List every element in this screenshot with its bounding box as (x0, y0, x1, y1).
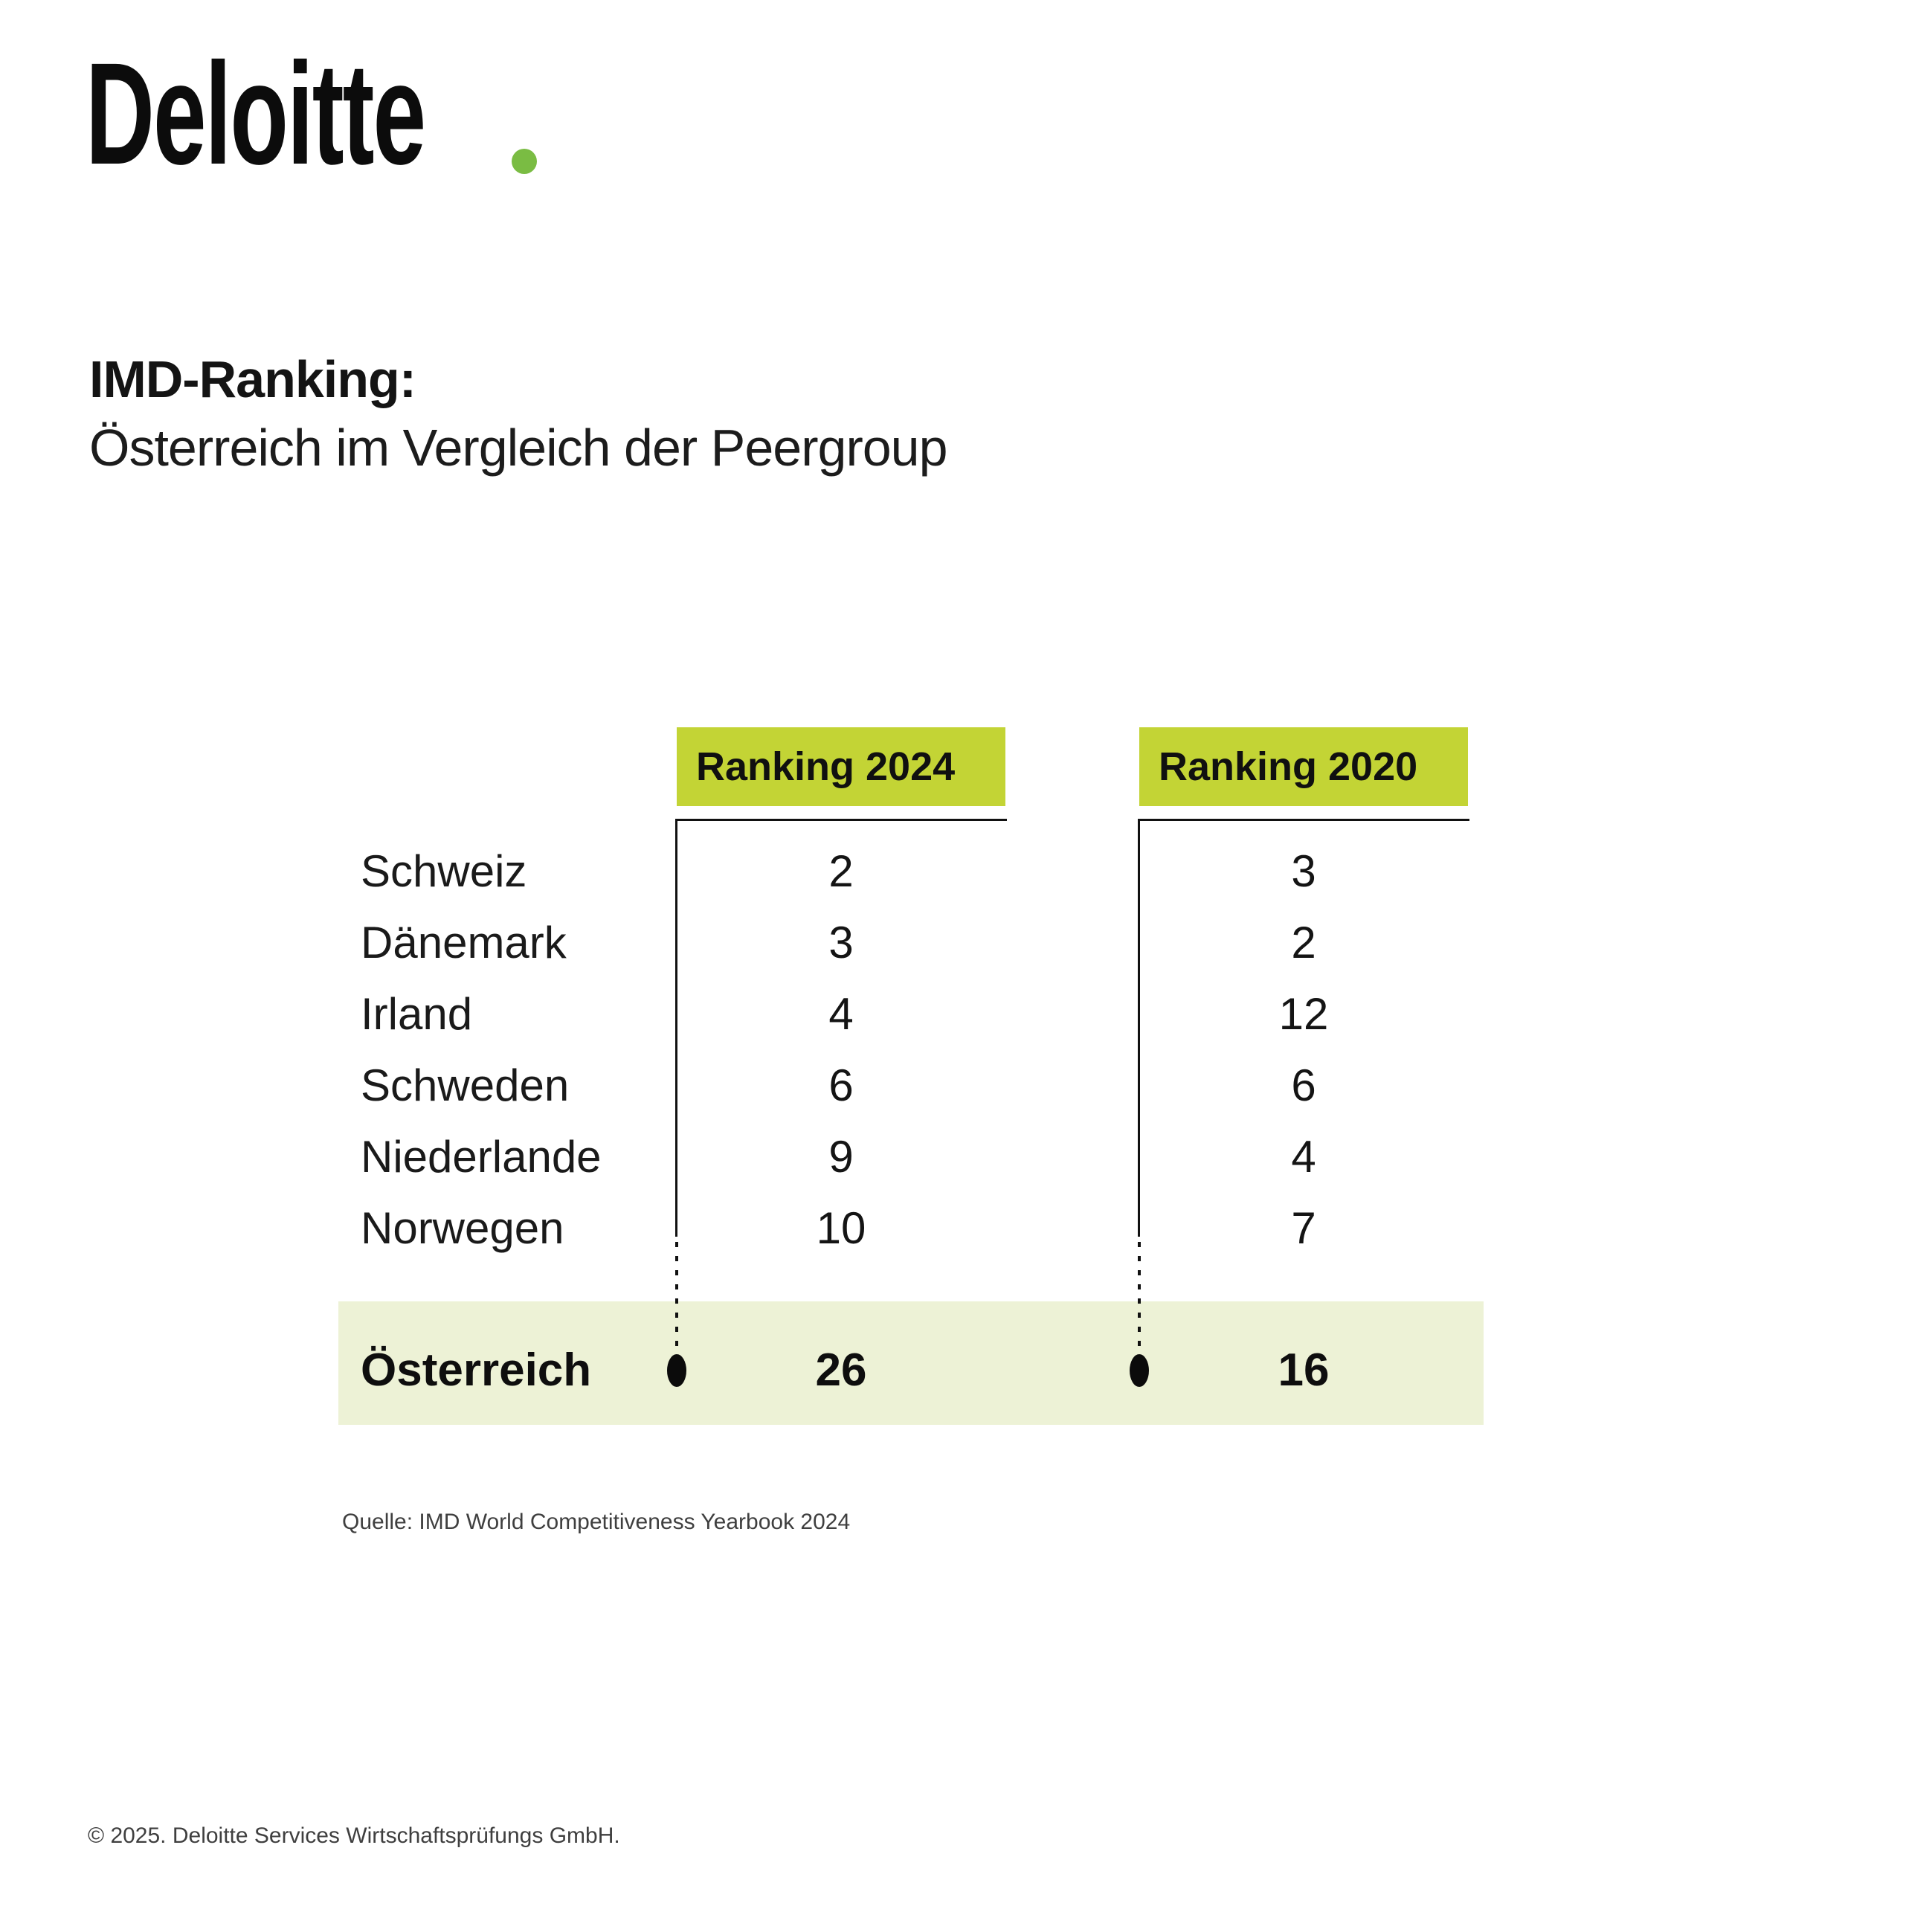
country-label: Irland (361, 989, 473, 1039)
ranking-2024-value: 2 (828, 846, 854, 896)
highlight-row: Österreich 26 16 (338, 1341, 1484, 1400)
table-row: Norwegen 10 7 (338, 1199, 1484, 1258)
ranking-2024-value: 9 (828, 1132, 854, 1182)
country-label: Schweiz (361, 846, 527, 896)
copyright-note: © 2025. Deloitte Services Wirtschaftsprü… (88, 1823, 620, 1848)
deloitte-logo: Deloitte (86, 42, 599, 190)
column-divider-2020 (1138, 819, 1140, 1237)
dotted-connector-2024 (675, 1242, 678, 1352)
ranking-2024-value: 6 (828, 1060, 854, 1110)
country-label: Schweden (361, 1060, 570, 1110)
marker-dot-2020 (1130, 1354, 1149, 1387)
ranking-2020-value: 4 (1291, 1132, 1316, 1182)
ranking-2024-value: 3 (828, 918, 854, 967)
table-row: Dänemark 3 2 (338, 913, 1484, 973)
column-divider-2024 (675, 819, 677, 1237)
country-label: Niederlande (361, 1132, 602, 1182)
ranking-2020-value: 3 (1291, 846, 1316, 896)
table-row: Schweden 6 6 (338, 1056, 1484, 1115)
ranking-2020-value: 12 (1278, 989, 1329, 1039)
marker-dot-2024 (667, 1354, 686, 1387)
country-label: Dänemark (361, 918, 567, 967)
page-title-line1: IMD-Ranking: (89, 350, 416, 408)
column-rule-2020 (1138, 819, 1469, 821)
country-label: Norwegen (361, 1203, 564, 1253)
deloitte-logo-dot-icon (512, 149, 537, 174)
highlight-ranking-2020-value: 16 (1278, 1345, 1330, 1396)
ranking-2020-value: 6 (1291, 1060, 1316, 1110)
highlight-country-label: Österreich (361, 1345, 592, 1396)
ranking-2024-value: 10 (816, 1203, 866, 1253)
column-rule-2024 (675, 819, 1007, 821)
source-note: Quelle: IMD World Competitiveness Yearbo… (342, 1510, 851, 1534)
highlight-ranking-2024-value: 26 (815, 1345, 867, 1396)
table-row: Niederlande 9 4 (338, 1127, 1484, 1187)
ranking-2024-value: 4 (828, 989, 854, 1039)
ranking-2020-value: 2 (1291, 918, 1316, 967)
deloitte-logo-text: Deloitte (86, 33, 426, 195)
column-header-ranking-2020: Ranking 2020 (1139, 727, 1468, 806)
column-header-ranking-2024: Ranking 2024 (677, 727, 1005, 806)
dotted-connector-2020 (1138, 1242, 1141, 1352)
page-title-line2: Österreich im Vergleich der Peergroup (89, 419, 948, 477)
table-row: Schweiz 2 3 (338, 842, 1484, 901)
highlight-band (338, 1301, 1484, 1425)
ranking-2020-value: 7 (1291, 1203, 1316, 1253)
table-row: Irland 4 12 (338, 985, 1484, 1044)
